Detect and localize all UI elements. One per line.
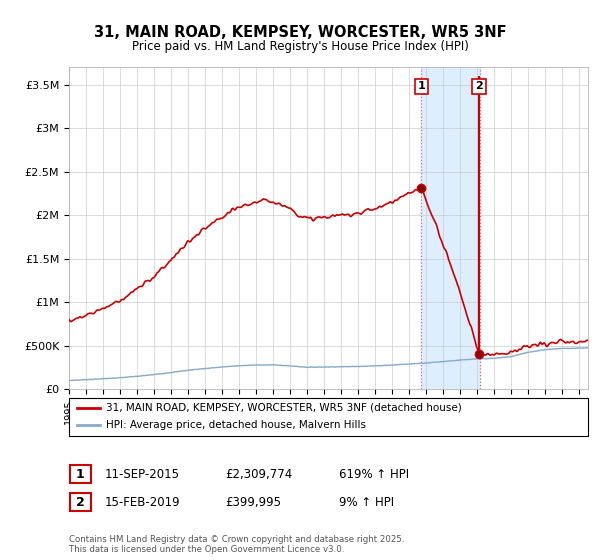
Text: 31, MAIN ROAD, KEMPSEY, WORCESTER, WR5 3NF: 31, MAIN ROAD, KEMPSEY, WORCESTER, WR5 3… bbox=[94, 25, 506, 40]
Text: 1: 1 bbox=[418, 81, 425, 91]
Text: 15-FEB-2019: 15-FEB-2019 bbox=[105, 496, 181, 509]
Text: £399,995: £399,995 bbox=[225, 496, 281, 509]
Text: 11-SEP-2015: 11-SEP-2015 bbox=[105, 468, 180, 481]
Text: 9% ↑ HPI: 9% ↑ HPI bbox=[339, 496, 394, 509]
Text: 31, MAIN ROAD, KEMPSEY, WORCESTER, WR5 3NF (detached house): 31, MAIN ROAD, KEMPSEY, WORCESTER, WR5 3… bbox=[106, 403, 462, 413]
Text: £2,309,774: £2,309,774 bbox=[225, 468, 292, 481]
Text: 1: 1 bbox=[76, 468, 85, 481]
Text: HPI: Average price, detached house, Malvern Hills: HPI: Average price, detached house, Malv… bbox=[106, 421, 367, 431]
Text: 2: 2 bbox=[76, 496, 85, 509]
Text: Price paid vs. HM Land Registry's House Price Index (HPI): Price paid vs. HM Land Registry's House … bbox=[131, 40, 469, 53]
Bar bbox=[421, 67, 480, 389]
Text: 2: 2 bbox=[475, 81, 483, 91]
Text: 619% ↑ HPI: 619% ↑ HPI bbox=[339, 468, 409, 481]
Text: Contains HM Land Registry data © Crown copyright and database right 2025.
This d: Contains HM Land Registry data © Crown c… bbox=[69, 535, 404, 554]
